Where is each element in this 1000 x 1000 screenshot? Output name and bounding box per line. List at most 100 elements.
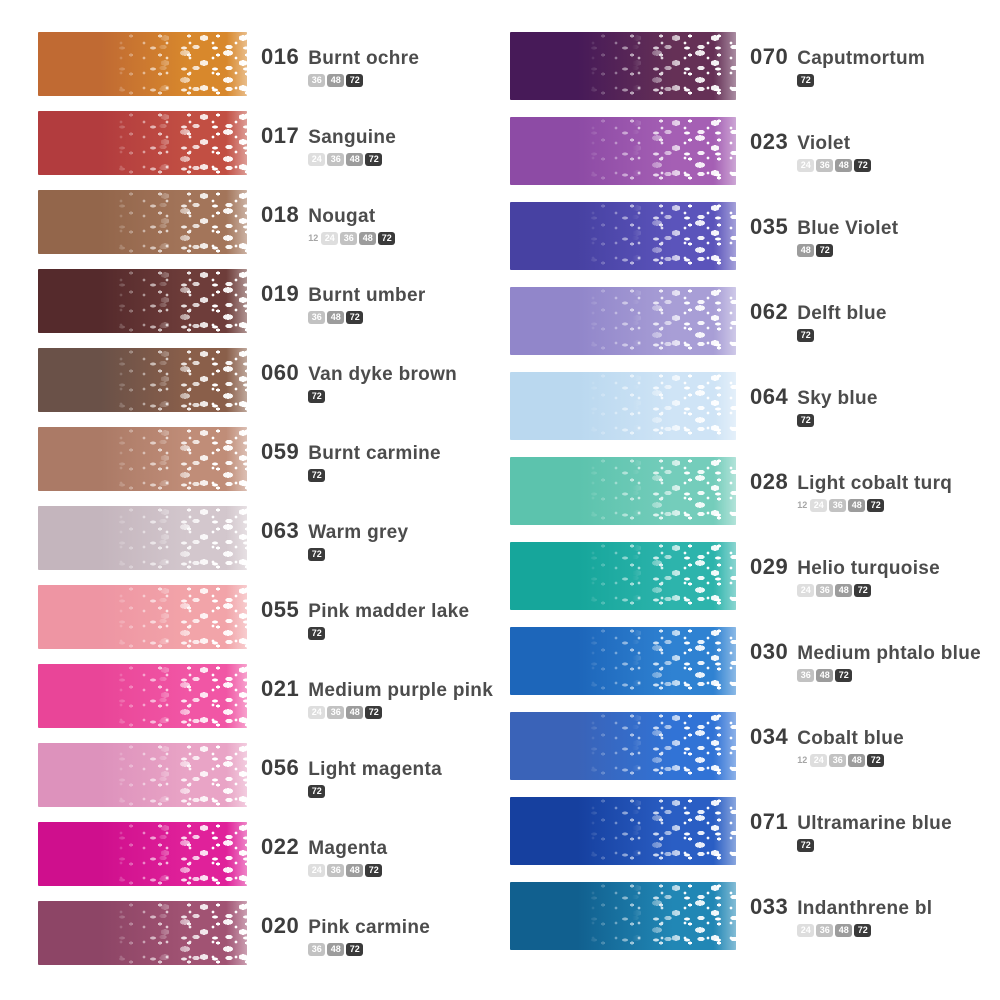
set-badges: 72 (308, 469, 441, 482)
set-badge-24: 24 (810, 754, 828, 767)
color-name: Medium phtalo blue (797, 643, 982, 664)
color-code: 030 (750, 639, 789, 664)
set-badge-24: 24 (797, 584, 815, 597)
color-label: 023 Violet 24 36 48 72 (750, 117, 873, 172)
set-badge-36: 36 (327, 153, 345, 166)
set-badge-72: 72 (816, 244, 834, 257)
set-badge-48: 48 (327, 74, 345, 87)
color-label: 017 Sanguine 24 36 48 72 (261, 111, 396, 166)
set-badge-48: 48 (835, 584, 853, 597)
set-badges: 24 36 48 72 (797, 159, 873, 172)
set-badge-72: 72 (797, 839, 815, 852)
color-row: 060 Van dyke brown 72 (38, 348, 493, 412)
color-code: 022 (261, 834, 300, 859)
set-badge-72: 72 (365, 864, 383, 877)
color-swatch (510, 117, 736, 185)
color-code: 056 (261, 755, 300, 780)
color-code: 034 (750, 724, 789, 749)
set-badge-48: 48 (359, 232, 377, 245)
set-badge-36: 36 (829, 499, 847, 512)
set-badge-48: 48 (848, 754, 866, 767)
set-badge-12: 12 (797, 500, 808, 510)
set-badges: 36 48 72 (797, 669, 981, 682)
color-column-right: 070 Caputmortum 72 023 Violet 24 36 48 72 0… (510, 32, 981, 967)
color-code: 021 (261, 676, 300, 701)
set-badges: 24 36 48 72 (308, 864, 387, 877)
set-badge-48: 48 (346, 706, 364, 719)
set-badge-36: 36 (340, 232, 358, 245)
color-swatch (38, 348, 247, 412)
color-row: 033 Indanthrene bl 24 36 48 72 (510, 882, 981, 950)
color-row: 028 Light cobalt turq 12 24 36 48 72 (510, 457, 981, 525)
color-row: 062 Delft blue 72 (510, 287, 981, 355)
set-badge-12: 12 (797, 755, 808, 765)
color-label: 071 Ultramarine blue 72 (750, 797, 952, 852)
color-row: 023 Violet 24 36 48 72 (510, 117, 981, 185)
set-badge-36: 36 (816, 159, 834, 172)
set-badge-24: 24 (797, 159, 815, 172)
color-code: 070 (750, 44, 789, 69)
color-name: Cobalt blue (797, 728, 904, 749)
set-badge-24: 24 (321, 232, 339, 245)
set-badges: 12 24 36 48 72 (797, 499, 952, 512)
color-swatch (38, 822, 247, 886)
color-row: 034 Cobalt blue 12 24 36 48 72 (510, 712, 981, 780)
set-badges: 24 36 48 72 (308, 153, 396, 166)
color-swatch (38, 269, 247, 333)
color-swatch (510, 372, 736, 440)
color-row: 021 Medium purple pink 24 36 48 72 (38, 664, 493, 728)
color-label: 020 Pink carmine 36 48 72 (261, 901, 430, 956)
set-badges: 72 (308, 390, 457, 403)
set-badges: 24 36 48 72 (797, 584, 940, 597)
color-row: 056 Light magenta 72 (38, 743, 493, 807)
color-swatch (38, 664, 247, 728)
set-badges: 12 24 36 48 72 (308, 232, 397, 245)
color-name: Pink madder lake (308, 601, 470, 622)
color-code: 018 (261, 202, 300, 227)
color-column-left: 016 Burnt ochre 36 48 72 017 Sanguine 24 36… (38, 32, 493, 980)
color-swatch (38, 901, 247, 965)
color-label: 021 Medium purple pink 24 36 48 72 (261, 664, 493, 719)
color-swatch (510, 32, 736, 100)
color-row: 020 Pink carmine 36 48 72 (38, 901, 493, 965)
color-swatch (510, 202, 736, 270)
color-swatch (38, 506, 247, 570)
color-row: 017 Sanguine 24 36 48 72 (38, 111, 493, 175)
color-name: Caputmortum (797, 48, 926, 69)
color-row: 064 Sky blue 72 (510, 372, 981, 440)
set-badges: 24 36 48 72 (797, 924, 932, 937)
color-name: Violet (797, 133, 851, 154)
color-name: Medium purple pink (308, 680, 494, 701)
set-badge-24: 24 (810, 499, 828, 512)
color-row: 029 Helio turquoise 24 36 48 72 (510, 542, 981, 610)
color-name: Burnt ochre (308, 48, 420, 69)
set-badge-72: 72 (867, 499, 885, 512)
set-badges: 72 (797, 74, 925, 87)
color-swatch (510, 457, 736, 525)
color-name: Ultramarine blue (797, 813, 952, 834)
color-label: 064 Sky blue 72 (750, 372, 878, 427)
set-badge-48: 48 (816, 669, 834, 682)
color-code: 055 (261, 597, 300, 622)
set-badge-72: 72 (308, 390, 326, 403)
color-code: 059 (261, 439, 300, 464)
set-badges: 36 48 72 (308, 311, 425, 324)
set-badge-36: 36 (327, 706, 345, 719)
set-badges: 36 48 72 (308, 74, 419, 87)
color-name: Burnt umber (308, 285, 426, 306)
color-swatch (510, 627, 736, 695)
color-code: 035 (750, 214, 789, 239)
color-label: 056 Light magenta 72 (261, 743, 442, 798)
color-code: 020 (261, 913, 300, 938)
set-badge-36: 36 (829, 754, 847, 767)
set-badges: 72 (308, 548, 408, 561)
color-label: 034 Cobalt blue 12 24 36 48 72 (750, 712, 904, 767)
set-badges: 72 (797, 839, 952, 852)
set-badge-72: 72 (797, 74, 815, 87)
set-badge-48: 48 (346, 864, 364, 877)
set-badge-48: 48 (327, 311, 345, 324)
set-badge-72: 72 (308, 785, 326, 798)
color-code: 062 (750, 299, 789, 324)
color-code: 019 (261, 281, 300, 306)
set-badge-24: 24 (308, 706, 326, 719)
